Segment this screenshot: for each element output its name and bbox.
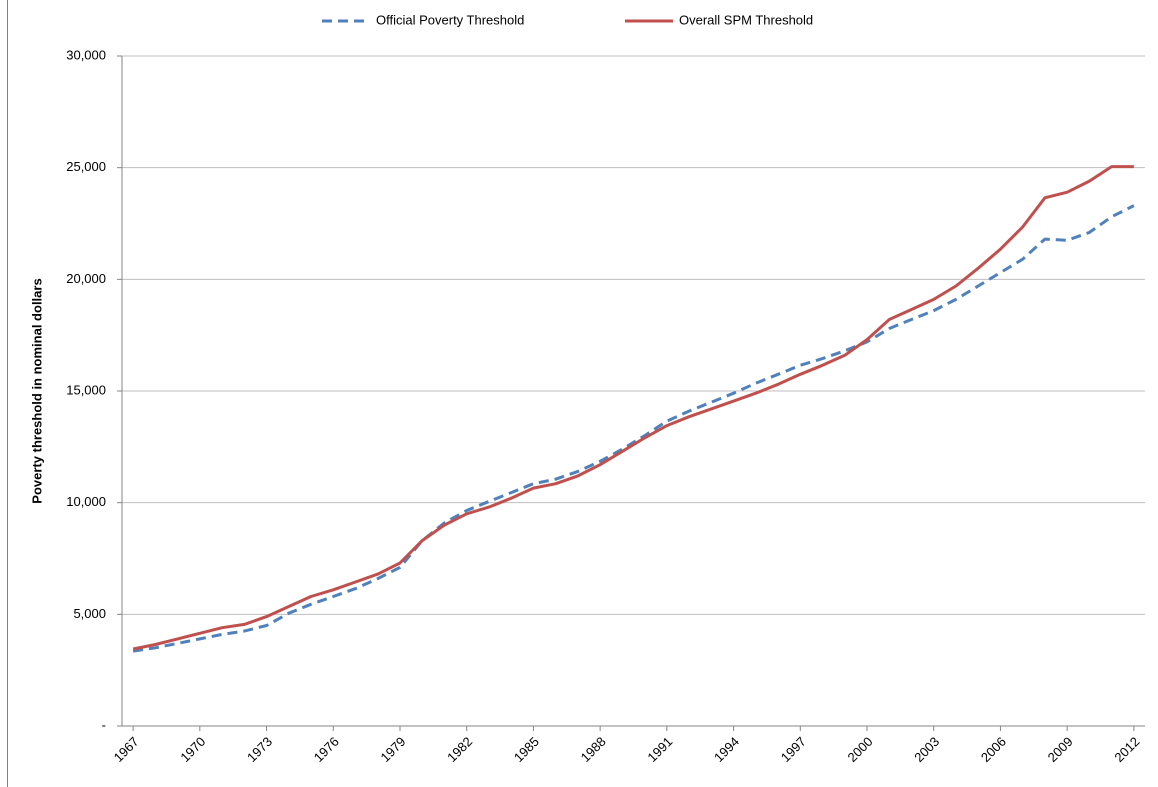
y-tick-label: 15,000	[66, 382, 106, 397]
x-tick-label: 1994	[711, 734, 742, 765]
series-line	[132, 165, 1134, 651]
x-tick-label: 1967	[111, 734, 142, 765]
y-tick-label: 20,000	[66, 271, 106, 286]
x-tick-label: 1985	[511, 734, 542, 765]
x-tick-label: 2000	[845, 734, 876, 765]
x-tick-label: 2012	[1111, 734, 1142, 765]
x-tick-label: 1970	[177, 734, 208, 765]
x-tick-label: 1982	[444, 734, 475, 765]
x-tick-label: 2006	[978, 734, 1009, 765]
x-tick-label: 1991	[644, 734, 675, 765]
x-tick-label: 2003	[911, 734, 942, 765]
x-tick-label: 1997	[778, 734, 809, 765]
x-tick-label: 2009	[1045, 734, 1076, 765]
y-tick-label: 10,000	[66, 494, 106, 509]
x-tick-label: 1988	[578, 734, 609, 765]
series-line	[132, 204, 1135, 653]
y-axis-title: Poverty threshold in nominal dollars	[29, 278, 44, 503]
y-tick-label: -	[102, 717, 106, 732]
x-tick-label: 1976	[311, 734, 342, 765]
x-tick-label: 1979	[377, 734, 408, 765]
y-tick-label: 25,000	[66, 159, 106, 174]
legend-label: Overall SPM Threshold	[679, 12, 813, 27]
y-tick-label: 30,000	[66, 47, 106, 62]
x-tick-label: 1973	[244, 734, 275, 765]
y-tick-label: 5,000	[73, 606, 106, 621]
legend-label: Official Poverty Threshold	[376, 12, 524, 27]
